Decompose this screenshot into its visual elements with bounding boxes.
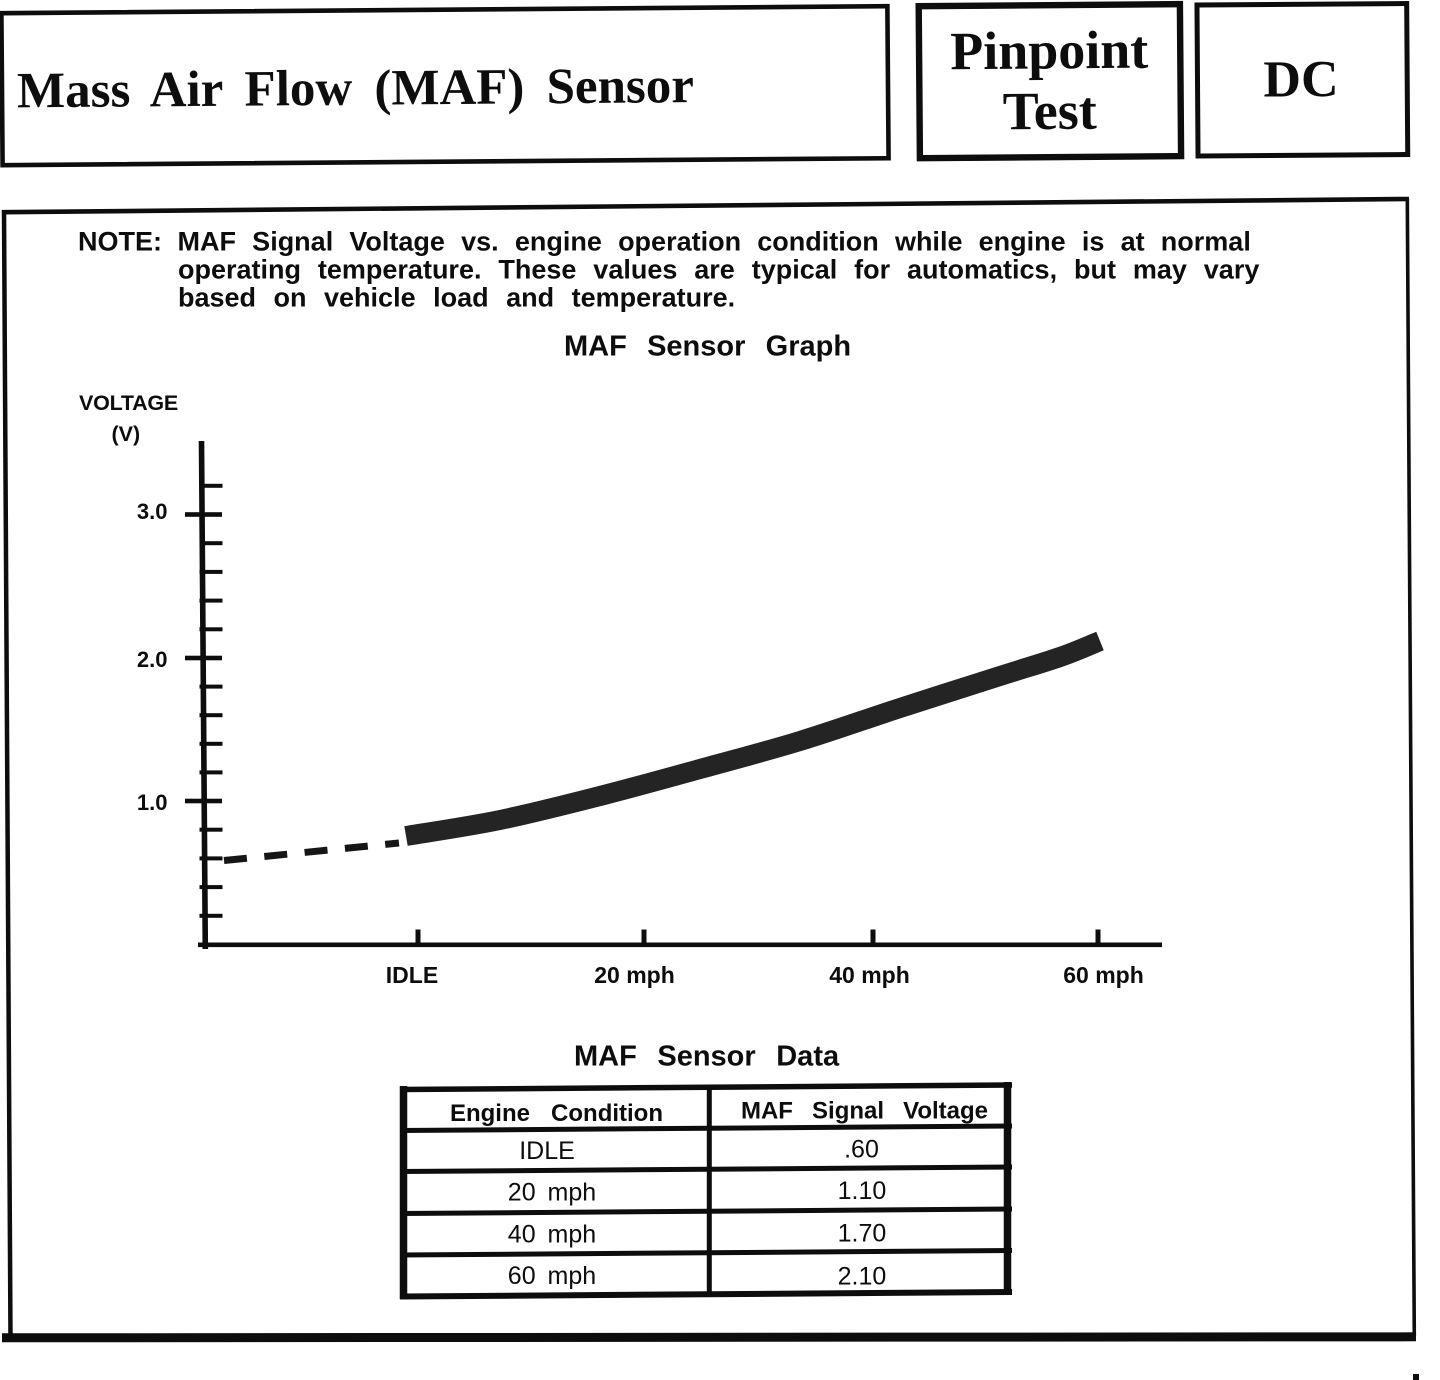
svg-text:.60: .60 <box>844 1135 879 1163</box>
svg-text:20 mph: 20 mph <box>594 962 675 988</box>
svg-text:MAF Sensor Graph: MAF Sensor Graph <box>564 331 851 363</box>
svg-text:2.10: 2.10 <box>838 1263 887 1291</box>
svg-text:1.10: 1.10 <box>838 1177 887 1205</box>
svg-text:1.70: 1.70 <box>838 1220 887 1248</box>
svg-text:2.0: 2.0 <box>137 647 168 672</box>
svg-text:20 mph: 20 mph <box>508 1179 596 1207</box>
svg-text:60 mph: 60 mph <box>1063 962 1144 988</box>
svg-text:MAF Sensor Data: MAF Sensor Data <box>574 1041 840 1073</box>
svg-text:Mass Air Flow (MAF) Sensor: Mass Air Flow (MAF) Sensor <box>17 58 694 119</box>
svg-text:MAF Signal Voltage: MAF Signal Voltage <box>741 1098 988 1125</box>
svg-text:VOLTAGE: VOLTAGE <box>79 391 178 415</box>
svg-text:operating temperature. These v: operating temperature. These values are … <box>178 255 1259 285</box>
svg-text:Test: Test <box>1002 81 1097 142</box>
svg-text:Engine Condition: Engine Condition <box>450 1100 663 1127</box>
svg-text:1.0: 1.0 <box>137 790 168 815</box>
svg-text:Pinpoint: Pinpoint <box>950 20 1149 82</box>
svg-text:IDLE: IDLE <box>519 1137 575 1165</box>
svg-text:40 mph: 40 mph <box>829 962 910 988</box>
svg-text:DC: DC <box>1263 51 1339 109</box>
svg-text:60 mph: 60 mph <box>508 1262 596 1290</box>
svg-text:MAF Signal Voltage vs. engine: MAF Signal Voltage vs. engine operation … <box>178 227 1251 257</box>
svg-text:based on vehicle load and temp: based on vehicle load and temperature. <box>178 283 735 313</box>
svg-text:IDLE: IDLE <box>386 962 438 988</box>
svg-text:(V): (V) <box>112 422 141 446</box>
svg-text:3.0: 3.0 <box>137 499 168 524</box>
svg-text:40 mph: 40 mph <box>508 1221 596 1249</box>
svg-text:NOTE:: NOTE: <box>78 227 162 257</box>
